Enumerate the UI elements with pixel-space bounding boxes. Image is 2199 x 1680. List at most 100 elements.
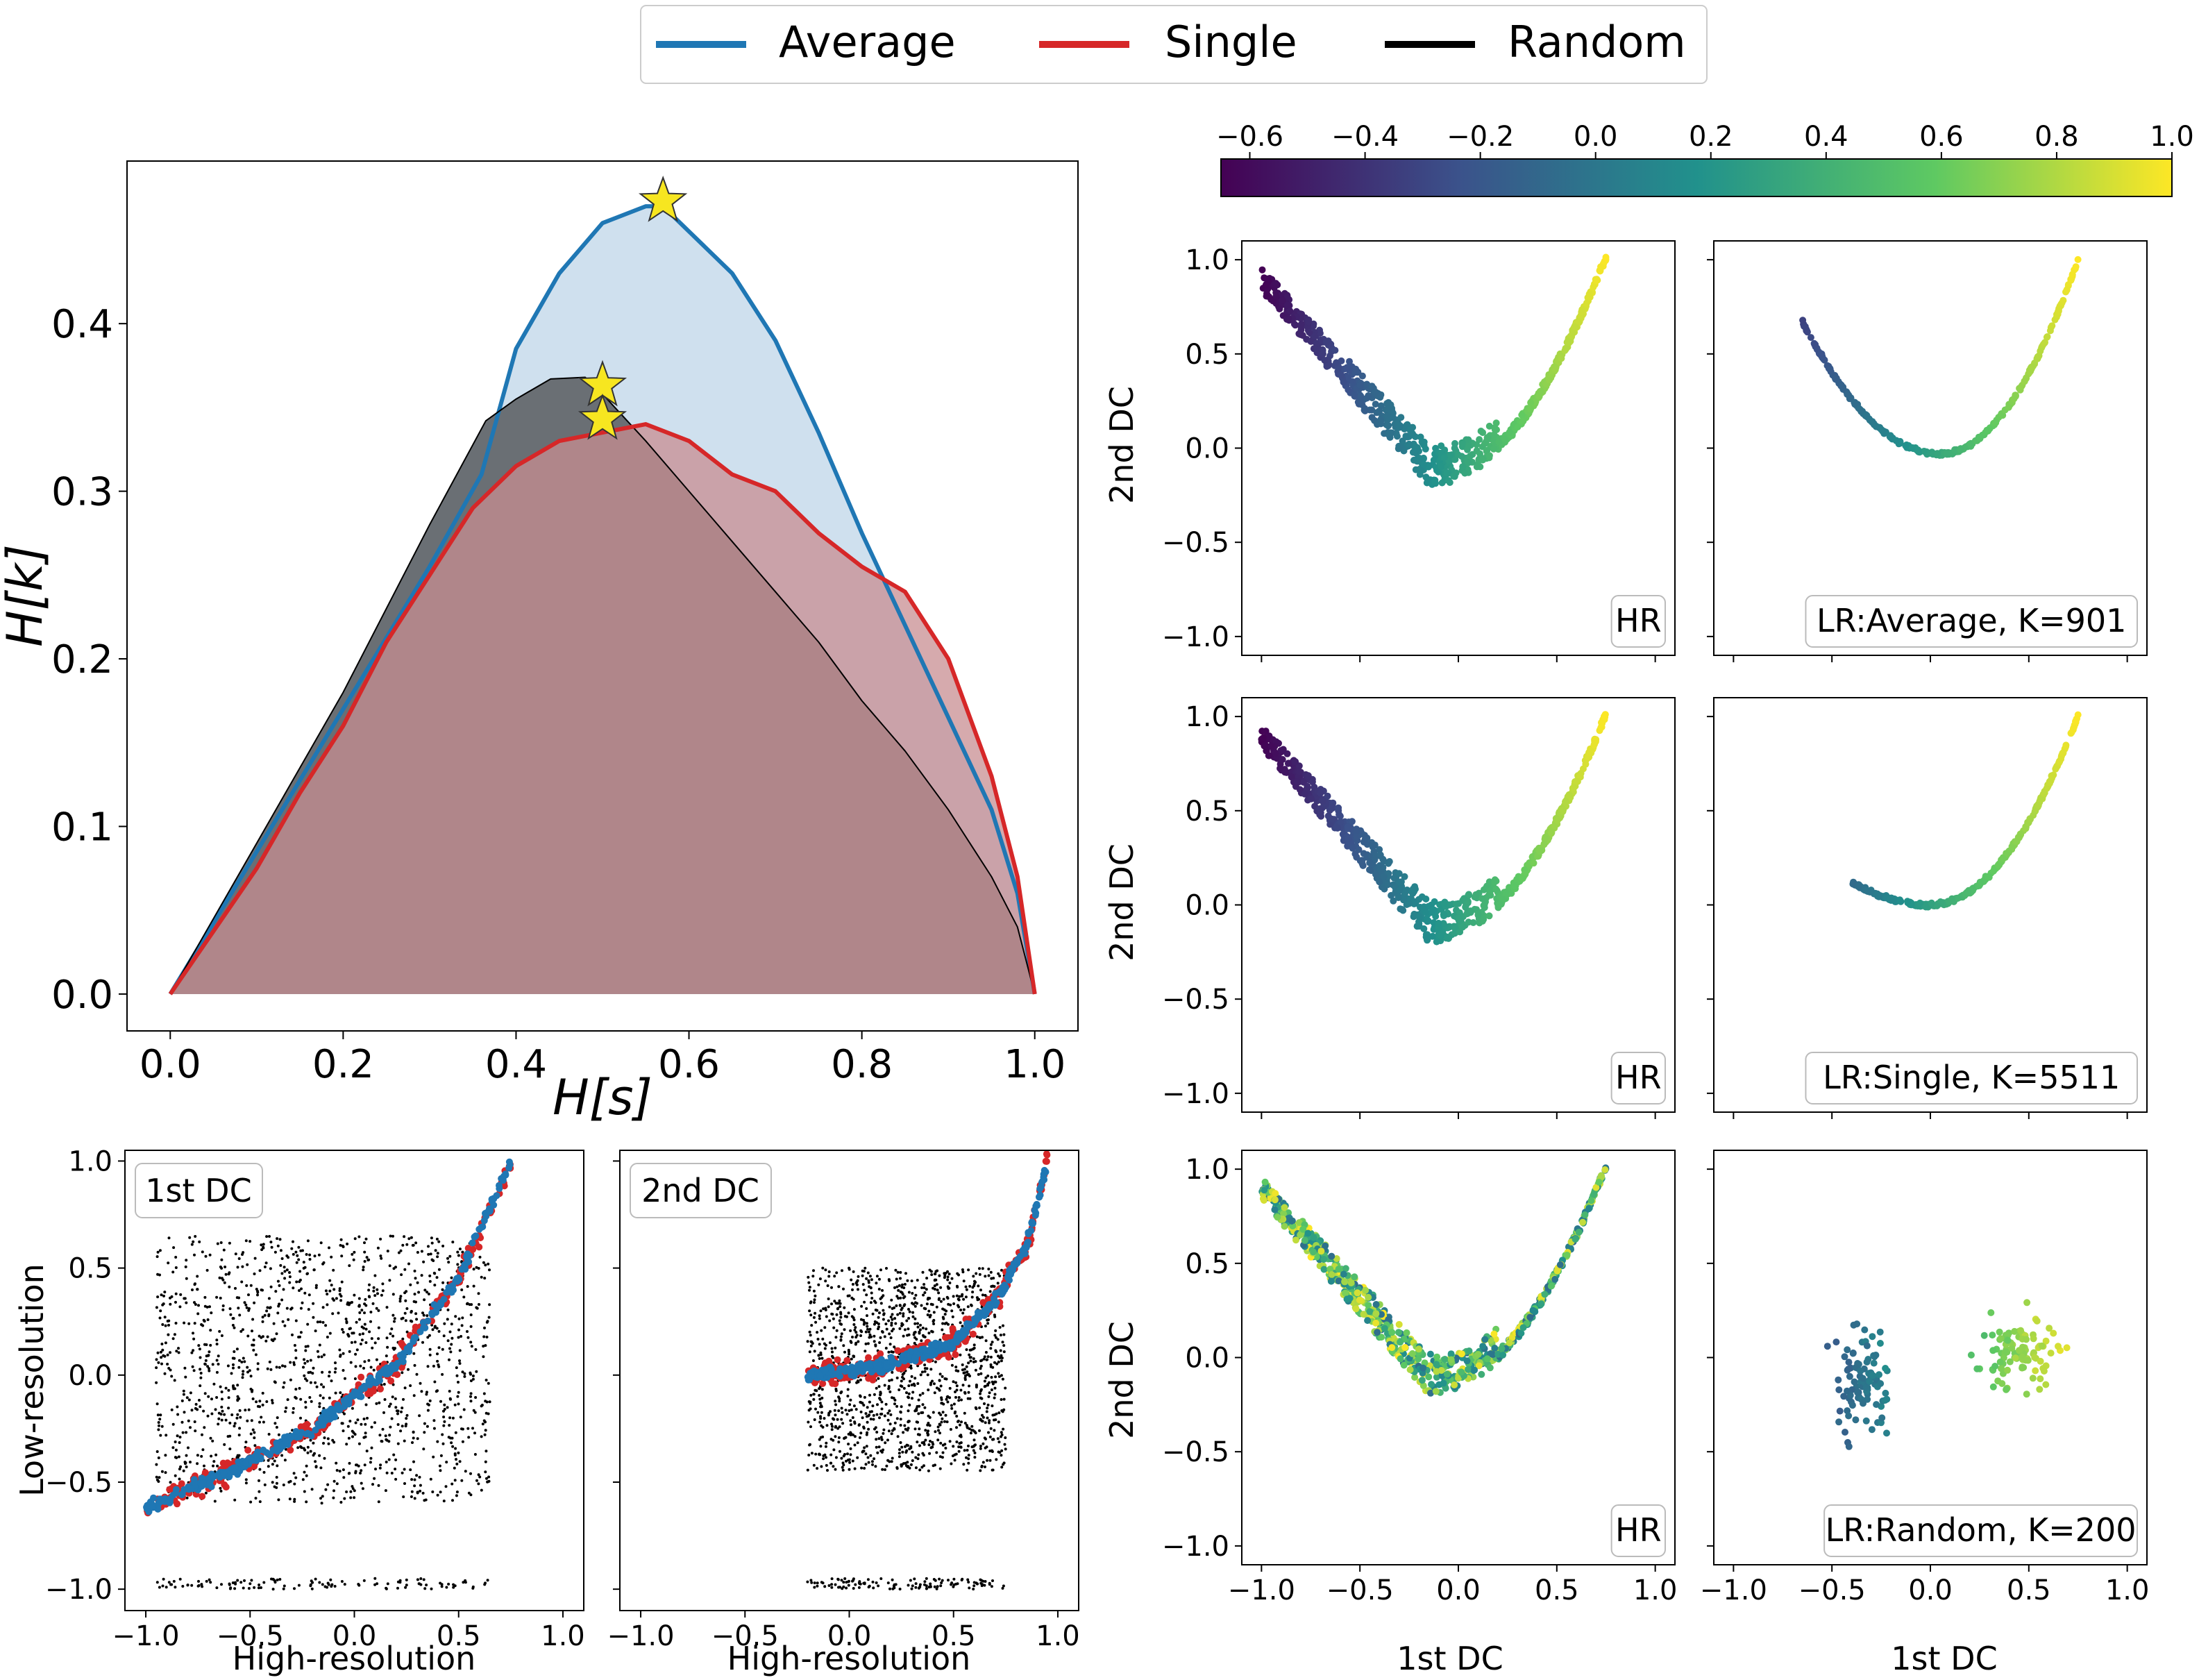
random-point: [953, 1459, 957, 1462]
random-point: [887, 1350, 891, 1354]
random-point: [937, 1291, 941, 1295]
random-point: [278, 1366, 281, 1369]
hr-point: [1306, 328, 1313, 336]
random-point: [881, 1288, 884, 1292]
bl1-y-tick-label: 0.0: [68, 1360, 112, 1392]
random-point: [342, 1369, 345, 1372]
random-point: [429, 1252, 432, 1256]
random-point: [364, 1237, 368, 1241]
random-point: [303, 1266, 307, 1269]
random-point: [457, 1336, 460, 1339]
random-point: [961, 1368, 964, 1372]
hr-point: [1376, 408, 1383, 414]
random-point: [306, 1451, 310, 1454]
random-point: [405, 1422, 408, 1426]
random-point: [862, 1270, 866, 1273]
single-point: [387, 1377, 395, 1385]
random-point: [377, 1500, 380, 1504]
random-point: [927, 1586, 931, 1589]
random-point: [174, 1448, 178, 1452]
colorbar-gradient: [1220, 158, 2173, 197]
random-point: [361, 1487, 364, 1490]
random-point: [252, 1343, 255, 1347]
random-point: [918, 1468, 922, 1472]
random-point: [825, 1315, 828, 1318]
random-point: [978, 1272, 981, 1276]
random-point: [174, 1322, 178, 1325]
hr-point: [1422, 445, 1429, 453]
random-point: [829, 1453, 833, 1456]
random-point: [420, 1390, 423, 1393]
random-point: [836, 1302, 839, 1305]
random-point: [842, 1581, 845, 1584]
random-point: [462, 1408, 466, 1411]
random-point: [481, 1422, 485, 1426]
random-point: [312, 1441, 315, 1445]
random-point: [433, 1272, 437, 1275]
random-point: [952, 1445, 955, 1448]
random-point: [818, 1386, 822, 1389]
random-point: [469, 1392, 473, 1395]
random-point: [932, 1464, 935, 1468]
random-point: [894, 1268, 898, 1272]
random-point: [388, 1434, 391, 1437]
random-point: [898, 1452, 901, 1455]
random-point: [911, 1397, 913, 1400]
random-point: [305, 1500, 308, 1504]
random-point: [162, 1577, 165, 1581]
random-point: [863, 1350, 867, 1353]
random-point: [410, 1490, 414, 1493]
random-point: [986, 1406, 989, 1410]
random-point: [167, 1261, 170, 1265]
random-point: [155, 1358, 158, 1361]
random-point: [416, 1490, 419, 1494]
random-point: [935, 1451, 938, 1454]
random-point: [412, 1460, 415, 1463]
random-point: [402, 1397, 405, 1401]
random-point: [896, 1270, 900, 1274]
random-point: [332, 1489, 335, 1493]
random-point: [857, 1275, 860, 1278]
hr-point: [1519, 417, 1527, 425]
random-point: [814, 1407, 817, 1411]
random-point: [903, 1283, 907, 1286]
random-point: [1002, 1397, 1006, 1401]
random-point: [920, 1465, 924, 1469]
random-point: [863, 1446, 866, 1450]
random-point: [963, 1377, 967, 1379]
random-point: [310, 1488, 314, 1491]
random-point: [410, 1309, 413, 1313]
random-point: [233, 1350, 236, 1353]
random-point: [267, 1433, 271, 1436]
random-point: [989, 1343, 993, 1346]
random-point: [330, 1284, 333, 1287]
main-x-tick-label: 1.0: [1004, 1042, 1065, 1087]
average-point: [1032, 1209, 1040, 1217]
random-point: [906, 1334, 909, 1337]
random-point: [938, 1467, 942, 1470]
random-point: [218, 1276, 221, 1279]
random-point: [189, 1391, 192, 1395]
random-point: [970, 1295, 974, 1299]
random-point: [848, 1294, 851, 1297]
random-point: [157, 1361, 160, 1364]
random-point: [457, 1451, 460, 1454]
random-point: [907, 1317, 911, 1320]
random-point: [453, 1479, 457, 1482]
random-point: [304, 1349, 307, 1352]
random-point: [914, 1466, 918, 1470]
random-point: [237, 1434, 241, 1437]
random-point: [458, 1359, 461, 1363]
random-point: [187, 1446, 189, 1450]
random-point: [970, 1304, 973, 1307]
random-point: [279, 1249, 283, 1252]
average-point: [366, 1374, 374, 1381]
random-point: [266, 1335, 269, 1338]
random-point: [972, 1449, 975, 1452]
random-point: [235, 1347, 239, 1351]
random-point: [360, 1309, 364, 1312]
random-point: [403, 1439, 406, 1443]
random-point: [456, 1263, 460, 1266]
random-point: [236, 1454, 239, 1457]
hr-point: [1565, 338, 1572, 346]
